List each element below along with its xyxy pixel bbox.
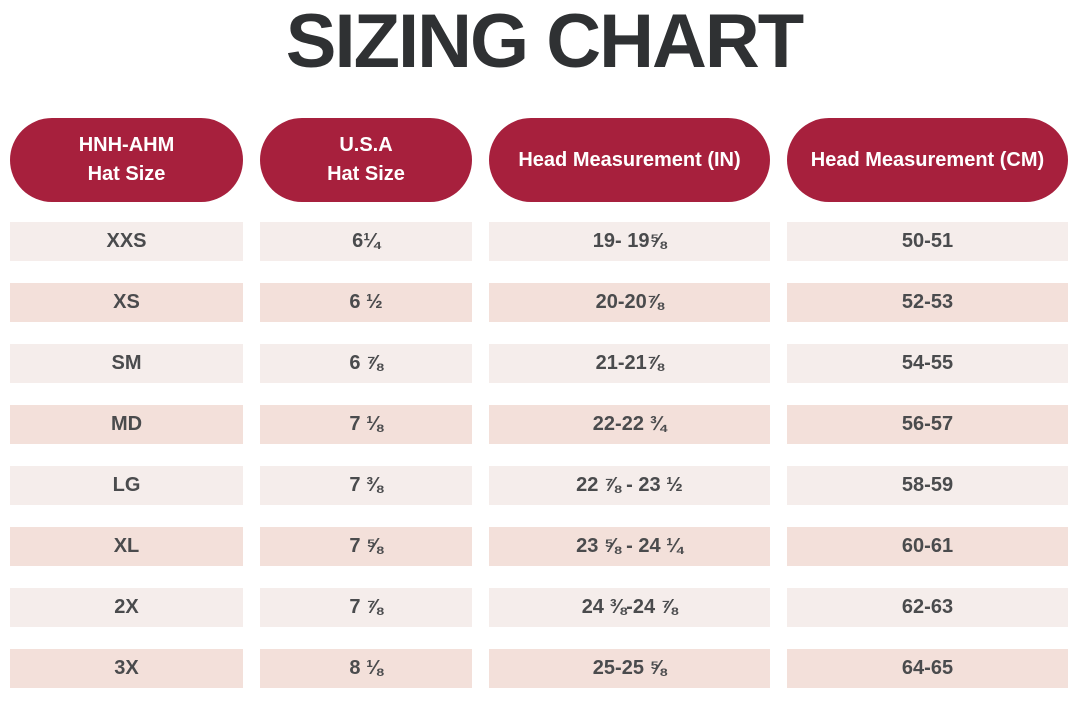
- cell-measure-cm: 52-53: [787, 283, 1068, 322]
- cell-hat-size: MD: [10, 405, 243, 444]
- header-pill-hnh-ahm-hat-size: HNH-AHM Hat Size: [10, 118, 243, 202]
- table-row: 3X 8 ⅛ 25-25 ⅝ 64-65: [10, 649, 1068, 688]
- cell-measure-cm: 54-55: [787, 344, 1068, 383]
- header-pill-head-measurement-in: Head Measurement (IN): [489, 118, 770, 202]
- cell-hat-size: XXS: [10, 222, 243, 261]
- cell-measure-cm: 62-63: [787, 588, 1068, 627]
- cell-measure-cm: 50-51: [787, 222, 1068, 261]
- table-row: SM 6 ⅞ 21-21⅞ 54-55: [10, 344, 1068, 383]
- cell-usa-size: 7 ⅝: [260, 527, 472, 566]
- table-header-row: HNH-AHM Hat Size U.S.A Hat Size Head Mea…: [10, 118, 1068, 202]
- table-row: 2X 7 ⅞ 24 ⅜-24 ⅞ 62-63: [10, 588, 1068, 627]
- cell-hat-size: LG: [10, 466, 243, 505]
- cell-measure-in: 21-21⅞: [489, 344, 770, 383]
- cell-measure-in: 24 ⅜-24 ⅞: [489, 588, 770, 627]
- table-row: XS 6 ½ 20-20⅞ 52-53: [10, 283, 1068, 322]
- cell-measure-cm: 56-57: [787, 405, 1068, 444]
- cell-measure-cm: 64-65: [787, 649, 1068, 688]
- cell-measure-in: 23 ⅝ - 24 ¼: [489, 527, 770, 566]
- cell-hat-size: 3X: [10, 649, 243, 688]
- cell-measure-in: 22 ⅞ - 23 ½: [489, 466, 770, 505]
- cell-usa-size: 6 ⅞: [260, 344, 472, 383]
- cell-hat-size: SM: [10, 344, 243, 383]
- cell-measure-cm: 58-59: [787, 466, 1068, 505]
- cell-hat-size: XL: [10, 527, 243, 566]
- cell-measure-in: 19- 19⅝: [489, 222, 770, 261]
- cell-usa-size: 7 ⅛: [260, 405, 472, 444]
- table-row: MD 7 ⅛ 22-22 ¾ 56-57: [10, 405, 1068, 444]
- header-pill-head-measurement-cm: Head Measurement (CM): [787, 118, 1068, 202]
- cell-measure-in: 20-20⅞: [489, 283, 770, 322]
- table-row: XXS 6¼ 19- 19⅝ 50-51: [10, 222, 1068, 261]
- header-pill-usa-hat-size: U.S.A Hat Size: [260, 118, 472, 202]
- cell-usa-size: 8 ⅛: [260, 649, 472, 688]
- cell-measure-in: 25-25 ⅝: [489, 649, 770, 688]
- table-row: LG 7 ⅜ 22 ⅞ - 23 ½ 58-59: [10, 466, 1068, 505]
- page-title: SIZING CHART: [285, 0, 804, 84]
- table-row: XL 7 ⅝ 23 ⅝ - 24 ¼ 60-61: [10, 527, 1068, 566]
- cell-usa-size: 7 ⅜: [260, 466, 472, 505]
- cell-usa-size: 7 ⅞: [260, 588, 472, 627]
- cell-usa-size: 6 ½: [260, 283, 472, 322]
- cell-hat-size: 2X: [10, 588, 243, 627]
- cell-hat-size: XS: [10, 283, 243, 322]
- cell-measure-in: 22-22 ¾: [489, 405, 770, 444]
- cell-measure-cm: 60-61: [787, 527, 1068, 566]
- cell-usa-size: 6¼: [260, 222, 472, 261]
